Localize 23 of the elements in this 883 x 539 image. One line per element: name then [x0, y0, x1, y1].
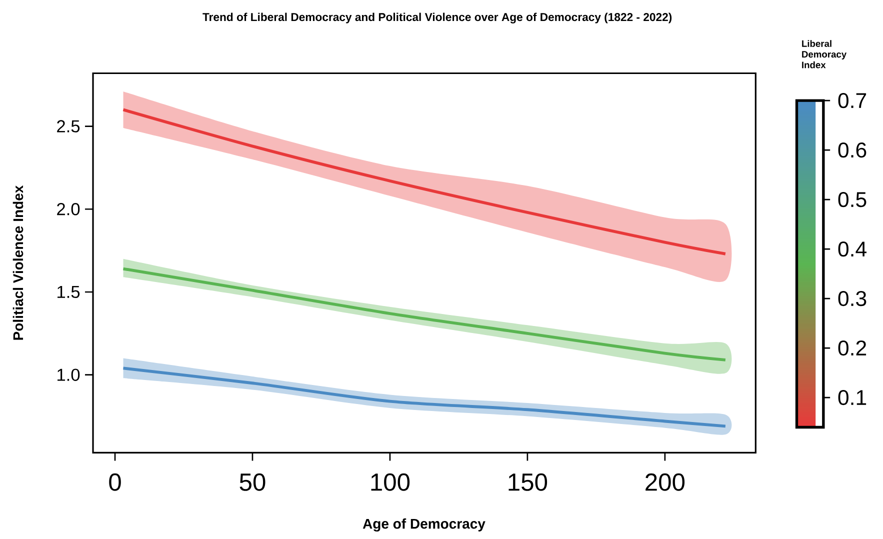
- chart-title: Trend of Liberal Democracy and Political Violence over Age of Democracy (1822 - 2022): [202, 12, 672, 24]
- x-tick-label: 200: [646, 473, 685, 491]
- line-series: [122, 267, 727, 362]
- color-bar-title: Liberal Demoracy Index: [802, 40, 847, 68]
- x-tick-label: 50: [240, 473, 266, 491]
- line-series: [122, 366, 727, 428]
- x-tick-label: 100: [371, 473, 410, 491]
- color-bar-label: 0.5: [838, 192, 866, 208]
- y-tick-label: 1.0: [58, 368, 80, 381]
- color-bar-label: 0.4: [838, 242, 866, 257]
- y-tick-label: 2.5: [57, 120, 80, 132]
- color-bar-label: 0.3: [838, 291, 866, 306]
- y-tick-label: 2.0: [57, 202, 80, 216]
- color-bar-label: 0.6: [838, 142, 866, 158]
- x-axis-title: Age of Democracy: [362, 518, 486, 532]
- x-tick-label: 0: [109, 473, 121, 491]
- color-bar-label: 0.1: [838, 390, 866, 406]
- color-bar-label: 0.7: [838, 93, 866, 108]
- color-bar-label: 0.2: [838, 340, 866, 356]
- y-axis-title: Politiacl Violence Index: [12, 185, 24, 340]
- x-tick-label: 150: [508, 473, 548, 491]
- line-series: [122, 108, 727, 256]
- y-tick-label: 1.5: [58, 286, 80, 298]
